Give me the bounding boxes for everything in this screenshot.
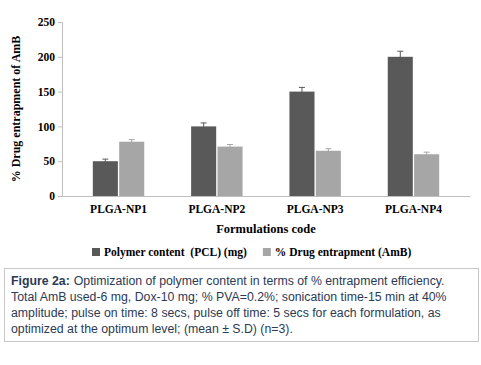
error-bar bbox=[129, 140, 135, 144]
bar bbox=[218, 147, 243, 196]
y-tick-label: 250 bbox=[38, 16, 56, 28]
error-bars bbox=[129, 140, 430, 157]
legend-swatch bbox=[263, 248, 271, 256]
x-tick-label: PLGA-NP3 bbox=[287, 203, 344, 215]
bar bbox=[316, 151, 341, 196]
y-tick: 150 bbox=[38, 86, 62, 98]
y-tick-mark bbox=[58, 57, 62, 58]
y-tick-label: 150 bbox=[38, 86, 56, 98]
legend-swatch bbox=[92, 248, 100, 256]
bar bbox=[93, 161, 118, 196]
bar bbox=[388, 57, 413, 196]
y-tick: 100 bbox=[38, 121, 62, 133]
x-tick-label: PLGA-NP1 bbox=[90, 203, 147, 215]
y-tick-label: 0 bbox=[49, 190, 55, 202]
legend-label: Polymer content (PCL) (mg) bbox=[104, 246, 247, 259]
y-tick: 0 bbox=[49, 190, 62, 202]
y-tick-mark bbox=[58, 196, 62, 197]
error-bar bbox=[325, 149, 331, 153]
y-tick: 250 bbox=[38, 16, 62, 28]
y-tick-mark bbox=[58, 161, 62, 162]
bar-series bbox=[119, 140, 439, 196]
y-tick: 50 bbox=[44, 155, 63, 167]
legend-item: Polymer content (PCL) (mg) bbox=[92, 246, 247, 259]
y-tick-label: 50 bbox=[44, 155, 56, 167]
plot-area bbox=[93, 51, 439, 196]
y-tick-label: 200 bbox=[38, 51, 56, 63]
y-tick-label: 100 bbox=[38, 121, 56, 133]
y-axis-title: % Drug entrapment of AmB bbox=[9, 36, 23, 183]
legend: Polymer content (PCL) (mg) % Drug entrapm… bbox=[92, 246, 411, 259]
y-tick-mark bbox=[58, 92, 62, 93]
y-tick-mark bbox=[58, 22, 62, 23]
legend-label: % Drug entrapment (AmB) bbox=[275, 246, 412, 259]
error-bar bbox=[227, 144, 233, 148]
x-tick: PLGA-NP1 bbox=[90, 196, 147, 215]
error-bars bbox=[102, 51, 403, 163]
bar bbox=[119, 142, 144, 196]
bar bbox=[289, 92, 314, 196]
caption-label: Figure 2a: bbox=[11, 274, 70, 288]
x-axis: PLGA-NP1 PLGA-NP2 PLGA-NP3 PLGA-NP4 bbox=[63, 196, 471, 215]
y-tick: 200 bbox=[38, 51, 62, 63]
error-bar bbox=[299, 87, 305, 95]
x-tick: PLGA-NP2 bbox=[188, 196, 245, 215]
x-tick: PLGA-NP4 bbox=[385, 196, 442, 215]
error-bar bbox=[201, 123, 207, 130]
bar-series bbox=[93, 51, 413, 196]
x-axis-line bbox=[63, 196, 471, 197]
x-tick-label: PLGA-NP4 bbox=[385, 203, 442, 215]
bar bbox=[414, 154, 439, 196]
y-axis-line bbox=[58, 23, 63, 197]
x-tick: PLGA-NP3 bbox=[287, 196, 344, 215]
error-bar bbox=[424, 152, 430, 156]
bar bbox=[191, 126, 216, 196]
caption-box: Figure 2a:Optimization of polymer conten… bbox=[4, 268, 479, 342]
y-tick-mark bbox=[58, 126, 62, 127]
x-tick-label: PLGA-NP2 bbox=[188, 203, 245, 215]
caption-text: Optimization of polymer content in terms… bbox=[11, 274, 447, 336]
legend-item: % Drug entrapment (AmB) bbox=[263, 246, 412, 259]
error-bar bbox=[102, 159, 108, 163]
x-axis-title: Formulations code bbox=[216, 222, 316, 236]
error-bar bbox=[397, 51, 403, 62]
y-axis: 0 50 100 150 200 250 bbox=[38, 16, 63, 202]
